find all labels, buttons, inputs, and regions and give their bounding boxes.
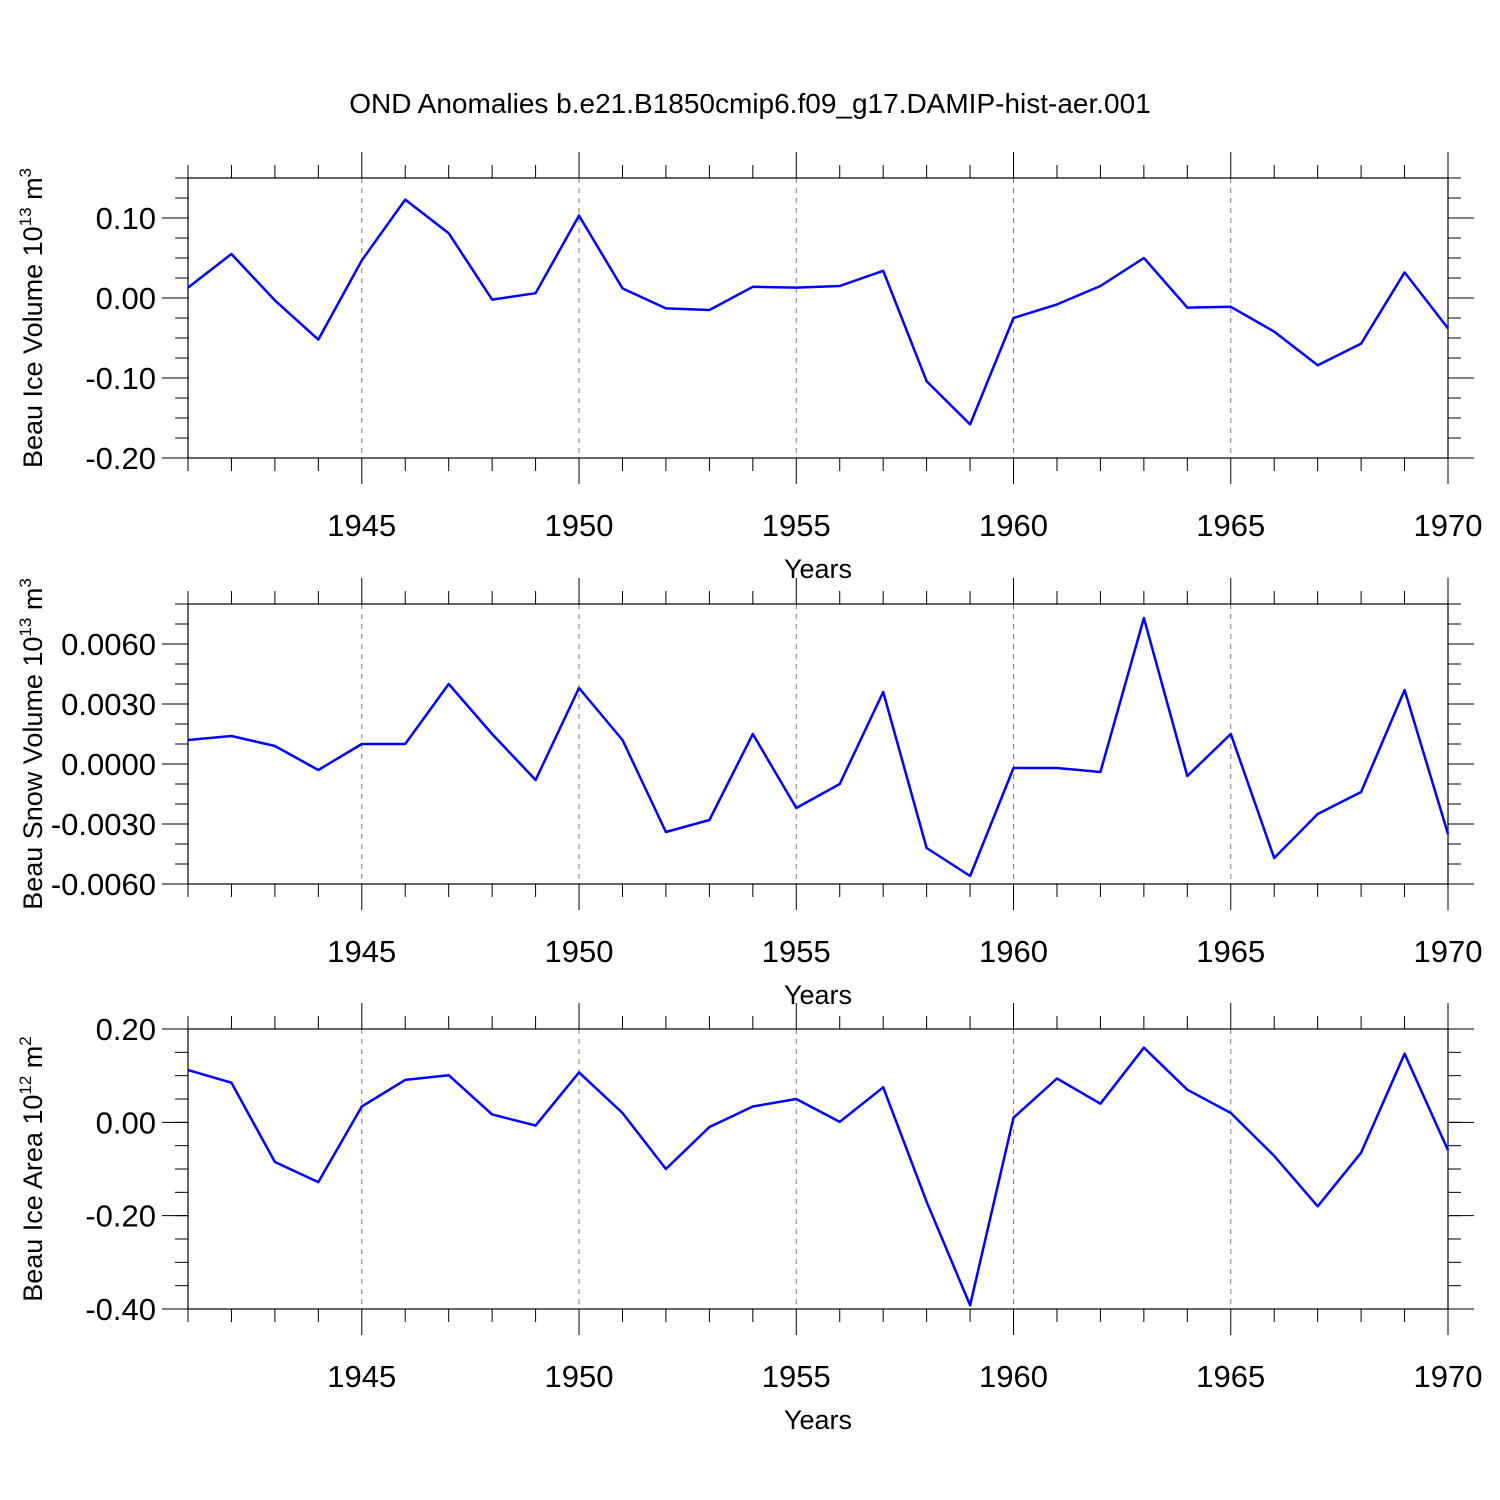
- y-axis-label-unit: m: [18, 177, 48, 207]
- y-tick-label: -0.0030: [51, 807, 156, 842]
- y-axis-label-text: Beau Ice Volume 10: [18, 226, 48, 468]
- y-axis-label-unit-exponent: 3: [16, 168, 35, 177]
- x-tick-label: 1965: [1196, 508, 1265, 543]
- y-axis-label: Beau Ice Area 1012 m2: [16, 1036, 48, 1302]
- y-tick-label: 0.10: [96, 201, 156, 236]
- x-tick-label: 1950: [545, 1359, 614, 1394]
- x-tick-label: 1955: [762, 1359, 831, 1394]
- plot-frame: [187, 603, 1449, 885]
- y-axis-label-exponent: 13: [16, 618, 35, 637]
- y-tick-label: -0.10: [85, 361, 156, 396]
- y-tick-label: 0.0030: [61, 687, 156, 722]
- x-tick-label: 1965: [1196, 1359, 1265, 1394]
- chart-panel-2: -0.0060 -0.0030 0.0000 0.0030 0.0060 1945 1950…: [16, 578, 1482, 1010]
- y-axis-label-exponent: 12: [16, 1076, 35, 1095]
- x-tick-label: 1945: [327, 508, 396, 543]
- y-tick-label: -0.40: [85, 1292, 156, 1327]
- x-tick-label: 1965: [1196, 934, 1265, 969]
- y-axis-label-unit-exponent: 2: [16, 1036, 35, 1045]
- x-tick-label: 1955: [762, 508, 831, 543]
- x-tick-label: 1945: [327, 1359, 396, 1394]
- x-tick-label: 1945: [327, 934, 396, 969]
- series-line: [187, 616, 1450, 878]
- chart-panel-1: -0.20 -0.10 0.00 0.10 1945 1950 1955 1960 1965 19…: [16, 152, 1482, 584]
- x-axis-label: Years: [784, 980, 852, 1010]
- x-tick-label: 1960: [979, 934, 1048, 969]
- figure-title: OND Anomalies b.e21.B1850cmip6.f09_g17.D…: [349, 88, 1151, 119]
- x-tick-label: 1970: [1414, 1359, 1483, 1394]
- y-axis-label: Beau Ice Volume 1013 m3: [16, 168, 48, 468]
- x-tick-label: 1960: [979, 1359, 1048, 1394]
- y-tick-label: -0.0060: [51, 867, 156, 902]
- y-axis-label-text: Beau Ice Area 10: [18, 1095, 48, 1302]
- x-axis-label: Years: [784, 554, 852, 584]
- y-axis-label-exponent: 13: [16, 207, 35, 226]
- y-axis-label: Beau Snow Volume 1013 m3: [16, 578, 48, 910]
- chart-panel-3: -0.40 -0.20 0.00 0.20 1945 1950 1955 1960 1965 19…: [16, 1003, 1482, 1435]
- x-tick-label: 1950: [545, 508, 614, 543]
- x-tick-label: 1955: [762, 934, 831, 969]
- y-tick-label: 0.20: [96, 1012, 156, 1047]
- y-axis-label-unit: m: [18, 588, 48, 618]
- y-tick-label: 0.0000: [61, 747, 156, 782]
- x-tick-label: 1970: [1414, 508, 1483, 543]
- x-tick-label: 1970: [1414, 934, 1483, 969]
- plot-frame: [187, 177, 1449, 459]
- y-tick-label: 0.00: [96, 281, 156, 316]
- y-tick-label: 0.00: [96, 1105, 156, 1140]
- plot-frame: [187, 1028, 1449, 1310]
- y-axis-label-text: Beau Snow Volume 10: [18, 637, 48, 910]
- x-tick-label: 1960: [979, 508, 1048, 543]
- x-tick-label: 1950: [545, 934, 614, 969]
- y-tick-label: 0.0060: [61, 627, 156, 662]
- series-line: [187, 1046, 1450, 1307]
- y-tick-label: -0.20: [85, 1199, 156, 1234]
- y-axis-label-unit-exponent: 3: [16, 578, 35, 587]
- y-tick-label: -0.20: [85, 441, 156, 476]
- y-axis-label-unit: m: [18, 1046, 48, 1076]
- series-line: [187, 198, 1449, 426]
- x-axis-label: Years: [784, 1405, 852, 1435]
